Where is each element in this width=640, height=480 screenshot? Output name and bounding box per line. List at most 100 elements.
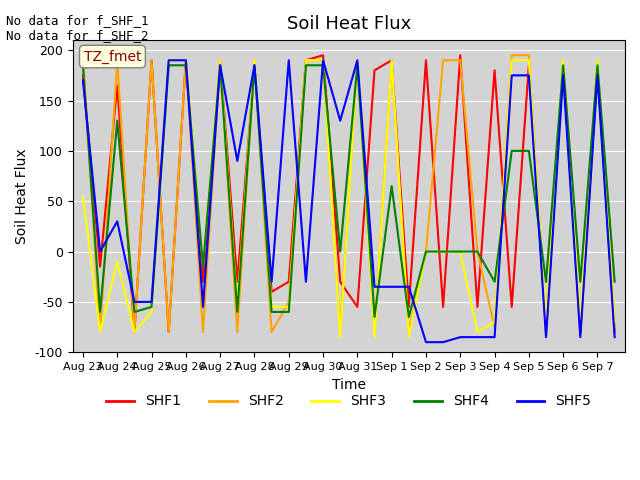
SHF2 — [439, 58, 447, 63]
SHF3 — [508, 58, 516, 63]
Line: SHF3: SHF3 — [83, 60, 614, 337]
SHF1 — [148, 58, 156, 63]
Line: SHF5: SHF5 — [83, 60, 614, 342]
SHF5 — [319, 58, 327, 63]
SHF2 — [199, 329, 207, 335]
SHF5 — [353, 58, 361, 63]
SHF5 — [439, 339, 447, 345]
SHF2 — [422, 249, 430, 254]
SHF3 — [422, 249, 430, 254]
SHF3 — [182, 58, 189, 63]
SHF2 — [96, 329, 104, 335]
SHF3 — [525, 58, 532, 63]
SHF5 — [577, 334, 584, 340]
SHF4 — [542, 279, 550, 285]
SHF5 — [216, 62, 224, 68]
SHF2 — [371, 329, 378, 335]
SHF3 — [559, 58, 567, 63]
SHF3 — [474, 329, 481, 335]
SHF5 — [199, 304, 207, 310]
SHF3 — [131, 329, 138, 335]
SHF4 — [165, 62, 173, 68]
SHF4 — [577, 279, 584, 285]
SHF3 — [337, 334, 344, 340]
SHF2 — [234, 329, 241, 335]
SHF4 — [422, 249, 430, 254]
SHF4 — [559, 62, 567, 68]
SHF5 — [285, 58, 292, 63]
SHF3 — [542, 319, 550, 325]
SHF5 — [508, 72, 516, 78]
SHF2 — [577, 324, 584, 330]
Legend: SHF1, SHF2, SHF3, SHF4, SHF5: SHF1, SHF2, SHF3, SHF4, SHF5 — [100, 389, 597, 414]
SHF3 — [456, 249, 464, 254]
SHF2 — [525, 52, 532, 58]
Y-axis label: Soil Heat Flux: Soil Heat Flux — [15, 148, 29, 244]
SHF2 — [113, 58, 121, 63]
SHF1 — [96, 264, 104, 270]
SHF2 — [165, 329, 173, 335]
SHF4 — [182, 62, 189, 68]
SHF1 — [388, 58, 396, 63]
SHF5 — [594, 72, 602, 78]
SHF4 — [594, 62, 602, 68]
SHF2 — [302, 58, 310, 63]
Title: Soil Heat Flux: Soil Heat Flux — [287, 15, 411, 33]
SHF4 — [388, 183, 396, 189]
SHF3 — [113, 259, 121, 264]
SHF1 — [234, 279, 241, 285]
SHF2 — [559, 58, 567, 63]
Line: SHF4: SHF4 — [83, 65, 614, 317]
SHF5 — [491, 334, 499, 340]
SHF5 — [405, 284, 413, 289]
SHF4 — [319, 62, 327, 68]
SHF3 — [353, 58, 361, 63]
SHF1 — [559, 62, 567, 68]
SHF1 — [353, 304, 361, 310]
SHF4 — [96, 309, 104, 315]
SHF4 — [525, 148, 532, 154]
SHF4 — [268, 309, 275, 315]
SHF3 — [302, 58, 310, 63]
SHF3 — [388, 58, 396, 63]
SHF2 — [542, 324, 550, 330]
SHF4 — [371, 314, 378, 320]
SHF5 — [148, 299, 156, 305]
SHF5 — [234, 158, 241, 164]
SHF4 — [337, 249, 344, 254]
SHF2 — [79, 52, 87, 58]
SHF3 — [285, 304, 292, 310]
SHF5 — [388, 284, 396, 289]
SHF2 — [337, 329, 344, 335]
SHF4 — [285, 309, 292, 315]
SHF1 — [371, 67, 378, 73]
SHF2 — [594, 58, 602, 63]
SHF5 — [474, 334, 481, 340]
SHF5 — [251, 62, 259, 68]
Line: SHF1: SHF1 — [83, 55, 614, 332]
SHF4 — [148, 304, 156, 310]
SHF5 — [79, 77, 87, 83]
SHF2 — [182, 58, 189, 63]
SHF4 — [611, 279, 618, 285]
Text: No data for f_SHF_1
No data for f_SHF_2: No data for f_SHF_1 No data for f_SHF_2 — [6, 14, 149, 42]
SHF5 — [542, 334, 550, 340]
SHF2 — [131, 329, 138, 335]
SHF2 — [508, 52, 516, 58]
SHF4 — [353, 62, 361, 68]
SHF1 — [611, 329, 618, 335]
SHF4 — [474, 249, 481, 254]
Line: SHF2: SHF2 — [83, 55, 614, 332]
SHF1 — [251, 62, 259, 68]
SHF4 — [456, 249, 464, 254]
SHF3 — [405, 334, 413, 340]
SHF3 — [216, 58, 224, 63]
SHF5 — [456, 334, 464, 340]
SHF1 — [165, 329, 173, 335]
SHF1 — [131, 329, 138, 335]
SHF1 — [594, 67, 602, 73]
SHF1 — [542, 329, 550, 335]
SHF4 — [302, 62, 310, 68]
SHF2 — [285, 299, 292, 305]
SHF2 — [216, 58, 224, 63]
